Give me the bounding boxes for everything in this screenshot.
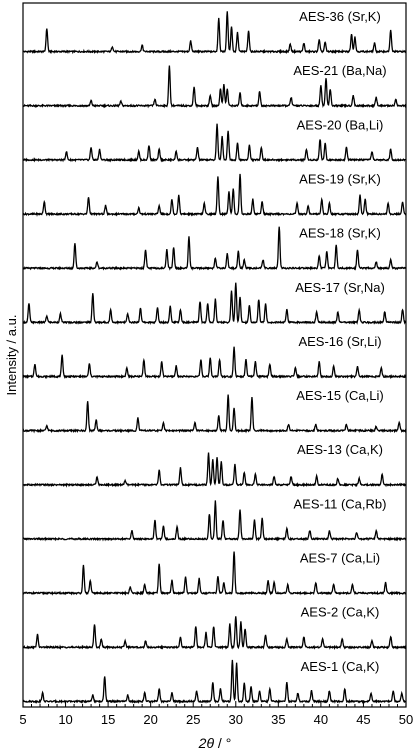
trace-aes-15 [22, 394, 407, 434]
trace-aes-19 [22, 173, 407, 217]
pattern-label: AES-2 (Ca,K) [301, 605, 380, 620]
x-axis-label-unit: ° [226, 735, 232, 751]
trace-aes-11 [22, 500, 407, 542]
x-tick-label: 10 [58, 712, 72, 727]
pattern-label: AES-21 (Ba,Na) [293, 63, 386, 78]
trace-aes-36 [22, 11, 407, 55]
x-axis-label: 2θ / ° [198, 735, 232, 751]
pattern-label: AES-20 (Ba,Li) [297, 117, 384, 132]
trace-aes-17 [22, 282, 407, 325]
pattern-label: AES-36 (Sr,K) [299, 9, 381, 24]
x-tick-label: 25 [186, 712, 200, 727]
pattern-label: AES-7 (Ca,Li) [300, 551, 380, 566]
x-tick-label: 40 [314, 712, 328, 727]
pattern-label: AES-11 (Ca,Rb) [294, 496, 387, 511]
trace-aes-21 [22, 65, 407, 109]
pattern-label: AES-13 (Ca,K) [297, 442, 383, 457]
x-axis-label-symbol: 2θ [198, 735, 215, 751]
trace-aes-13 [22, 452, 407, 488]
pattern-label: AES-1 (Ca,K) [301, 659, 380, 674]
x-tick-label: 45 [356, 712, 370, 727]
pattern-label: AES-17 (Sr,Na) [295, 280, 385, 295]
trace-aes-2 [22, 616, 407, 651]
trace-aes-7 [22, 551, 407, 596]
x-axis: 5 10 15 20 25 30 35 40 45 50 [19, 701, 413, 727]
trace-aes-1 [22, 659, 407, 705]
x-tick-label: 15 [101, 712, 115, 727]
pattern-labels: AES-36 (Sr,K) AES-21 (Ba,Na) AES-20 (Ba,Li… [293, 9, 386, 674]
pattern-traces [22, 11, 407, 705]
y-axis-label: Intensity / a.u. [4, 315, 19, 396]
plot-frame [22, 2, 407, 708]
pattern-label: AES-15 (Ca,Li) [296, 388, 383, 403]
pattern-label: AES-16 (Sr,Li) [298, 334, 381, 349]
x-axis-label-separator: / [214, 735, 226, 751]
x-tick-label: 50 [399, 712, 413, 727]
trace-aes-20 [22, 123, 407, 163]
x-tick-label: 5 [19, 712, 26, 727]
x-tick-label: 30 [229, 712, 243, 727]
x-tick-label: 35 [271, 712, 285, 727]
pattern-label: AES-18 (Sr,K) [299, 226, 381, 241]
pattern-label: AES-19 (Sr,K) [299, 171, 381, 186]
x-tick-label: 20 [143, 712, 157, 727]
trace-aes-16 [22, 346, 407, 380]
trace-aes-18 [22, 226, 407, 271]
